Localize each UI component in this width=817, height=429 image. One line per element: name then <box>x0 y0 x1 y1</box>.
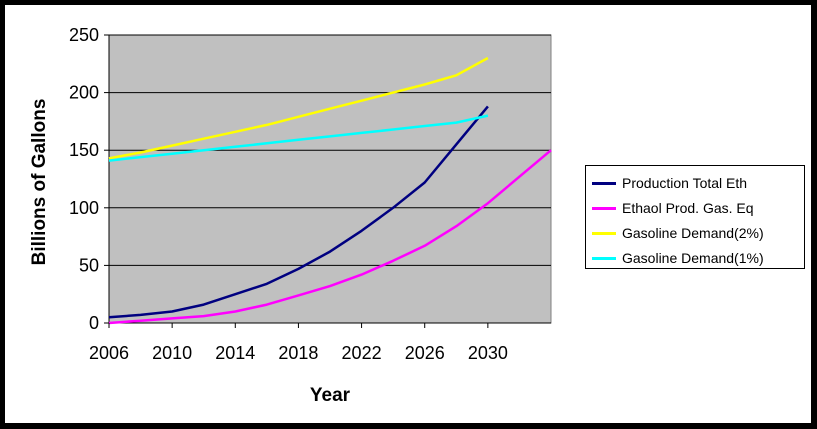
legend: Production Total Eth Ethaol Prod. Gas. E… <box>585 165 805 269</box>
y-tick-label: 100 <box>69 198 99 218</box>
legend-swatch-production-total-eth <box>592 181 616 185</box>
y-axis-title: Billions of Gallons <box>29 99 50 266</box>
legend-item-gasoline-demand-1: Gasoline Demand(1%) <box>592 247 764 269</box>
x-tick-label: 2006 <box>89 343 129 363</box>
legend-item-ethanol-prod-gas-eq: Ethaol Prod. Gas. Eq <box>592 197 754 219</box>
chart-frame: 0 50 100 150 200 250 2006 2010 2014 2018 2022 2026 2… <box>5 5 811 423</box>
legend-item-production-total-eth: Production Total Eth <box>592 172 747 194</box>
legend-label: Gasoline Demand(1%) <box>622 250 764 266</box>
x-tick-label: 2014 <box>215 343 255 363</box>
plot-area <box>108 34 552 324</box>
line-chart: 0 50 100 150 200 250 2006 2010 2014 2018 2022 2026 2… <box>29 25 552 406</box>
x-tick-label: 2030 <box>468 343 508 363</box>
series-line-gasoline-demand-1 <box>108 114 489 162</box>
y-tick-label: 50 <box>79 255 99 275</box>
series-line-production-total-eth <box>108 105 489 319</box>
x-axis-title: Year <box>310 385 351 406</box>
y-tick-label: 150 <box>69 140 99 160</box>
series-line-gasoline-demand-2 <box>108 56 489 160</box>
legend-label: Ethaol Prod. Gas. Eq <box>622 200 754 216</box>
legend-swatch-ethanol-prod-gas-eq <box>592 206 616 210</box>
legend-item-gasoline-demand-2: Gasoline Demand(2%) <box>592 222 764 244</box>
legend-label: Gasoline Demand(2%) <box>622 225 764 241</box>
x-tick-label: 2026 <box>405 343 445 363</box>
y-tick-label: 250 <box>69 25 99 45</box>
legend-label: Production Total Eth <box>622 175 748 191</box>
x-tick-label: 2010 <box>152 343 192 363</box>
legend-swatch-gasoline-demand-2 <box>592 231 616 235</box>
x-tick-label: 2022 <box>342 343 382 363</box>
series-line-ethaol-prod-gas-eq <box>108 149 552 325</box>
legend-swatch-gasoline-demand-1 <box>592 256 616 260</box>
y-tick-label: 200 <box>69 83 99 103</box>
x-tick-label: 2018 <box>278 343 318 363</box>
y-tick-label: 0 <box>89 313 99 333</box>
